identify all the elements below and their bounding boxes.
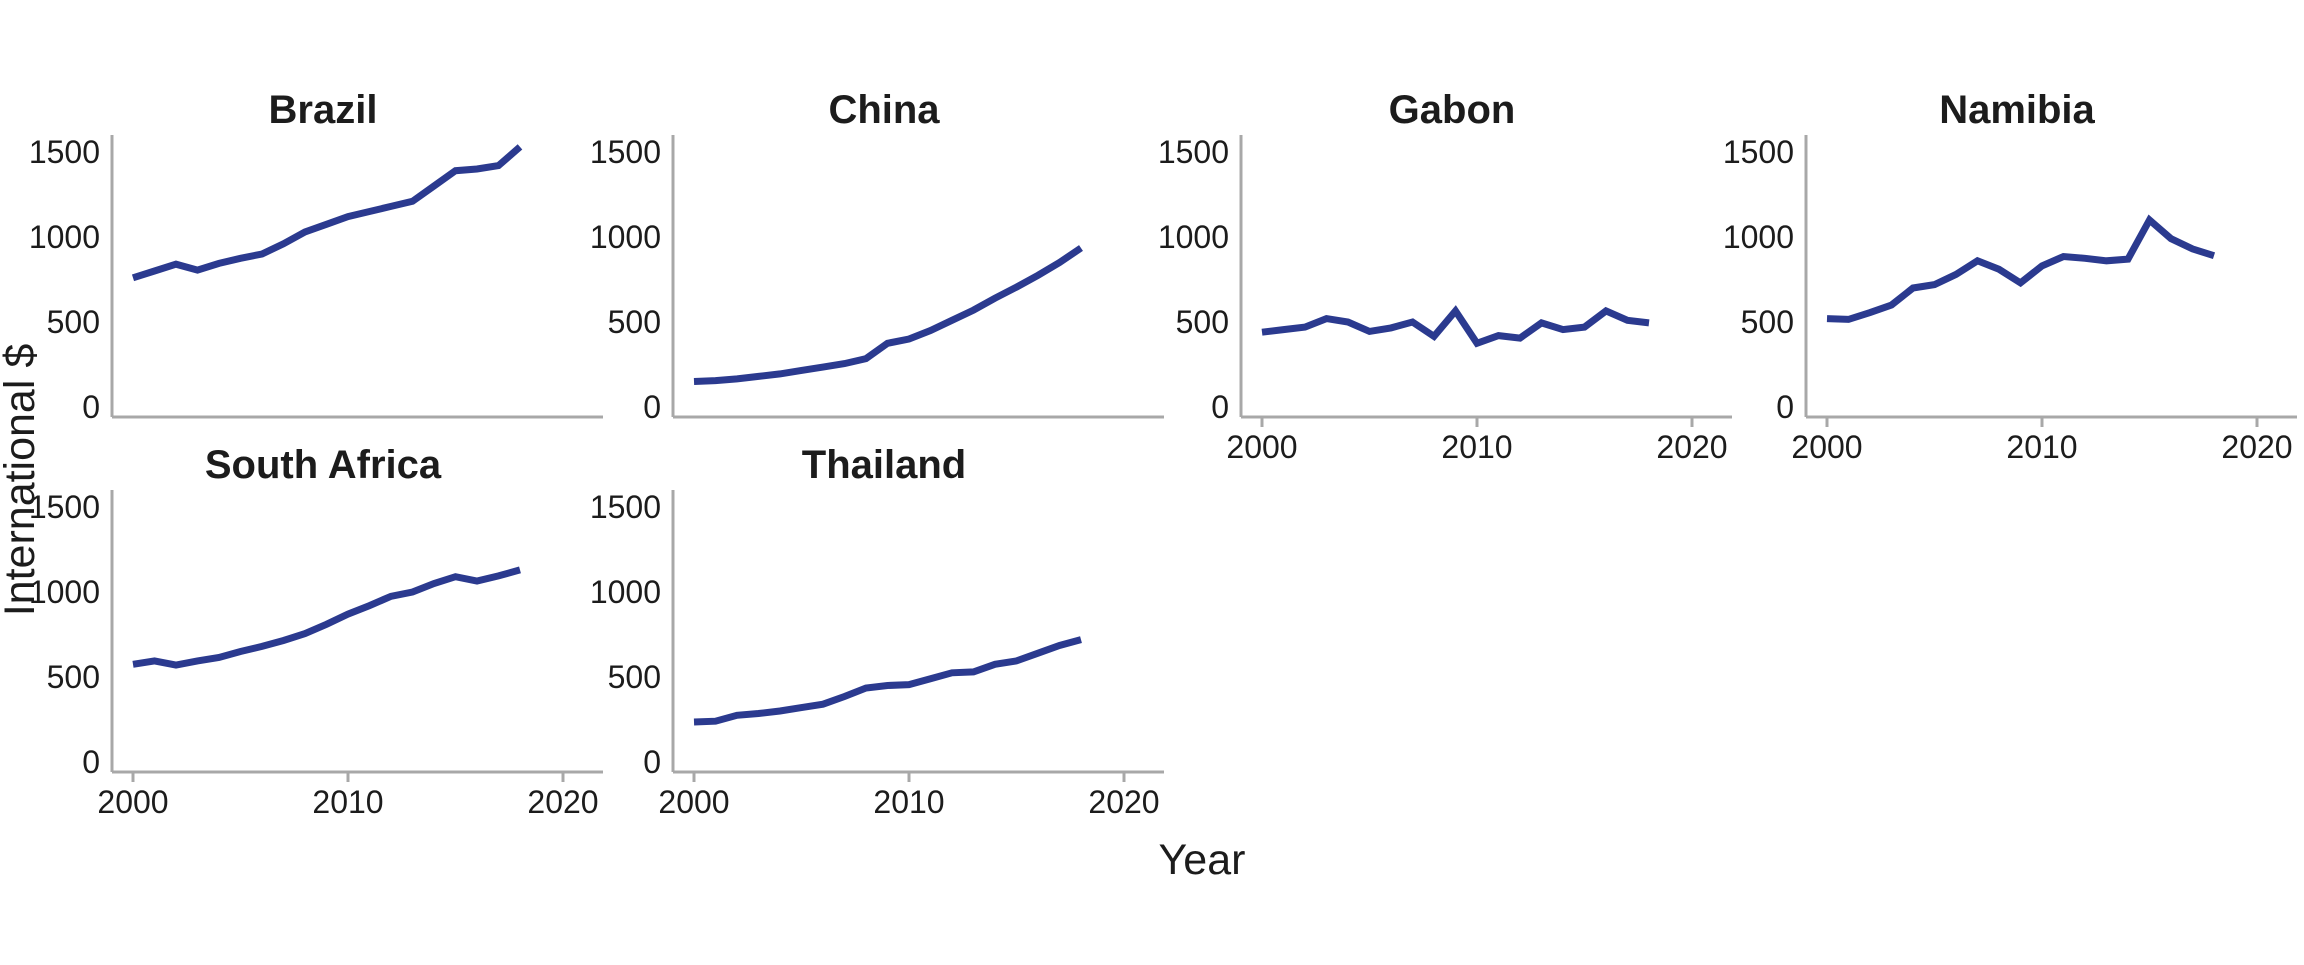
- y-tick-label: 500: [1176, 304, 1229, 340]
- x-tick-label: 2020: [2221, 429, 2292, 465]
- panel-brazil: Brazil 0 500 1000 1500: [29, 88, 603, 425]
- panel-title: Thailand: [802, 443, 966, 487]
- y-axis-label: International $: [0, 344, 44, 617]
- y-tick-label: 1000: [1723, 219, 1794, 255]
- y-tick-label: 500: [1741, 304, 1794, 340]
- panels-group: Brazil050010001500China050010001500Gabon…: [29, 88, 2297, 820]
- x-tick-label: 2000: [1226, 429, 1297, 465]
- y-tick-label: 1000: [590, 219, 661, 255]
- panel-south-africa: South Africa 0 500 1000 1500 2000 2010 2020: [29, 443, 603, 820]
- y-tick-label: 1500: [1723, 134, 1794, 170]
- x-tick-label: 2010: [1441, 429, 1512, 465]
- panel-title: China: [828, 88, 940, 132]
- y-tick-label: 1500: [29, 489, 100, 525]
- y-tick-label: 0: [1776, 389, 1794, 425]
- data-line: [1826, 214, 2216, 323]
- y-tick-label: 1500: [590, 489, 661, 525]
- data-line: [693, 636, 1082, 726]
- data-line: [131, 144, 523, 282]
- panel-title: Namibia: [1939, 88, 2095, 132]
- y-tick-label: 1000: [590, 574, 661, 610]
- x-tick-label: 2010: [873, 784, 944, 820]
- y-tick-label: 0: [82, 744, 100, 780]
- y-tick-label: 1000: [1158, 219, 1229, 255]
- y-tick-label: 0: [1211, 389, 1229, 425]
- panel-namibia: Namibia 0 500 1000 1500 2000 2010 2020: [1723, 88, 2297, 465]
- y-tick-label: 500: [47, 659, 100, 695]
- y-tick-label: 0: [643, 744, 661, 780]
- x-tick-label: 2010: [2006, 429, 2077, 465]
- x-tick-label: 2000: [658, 784, 729, 820]
- data-line: [1261, 305, 1650, 348]
- panel-thailand: Thailand 0 500 1000 1500 2000 2010 2020: [590, 443, 1164, 820]
- panel-gabon: Gabon 0 500 1000 1500 2000 2010 2020: [1158, 88, 1732, 465]
- y-tick-label: 0: [82, 389, 100, 425]
- x-tick-label: 2000: [1791, 429, 1862, 465]
- y-tick-label: 1000: [29, 574, 100, 610]
- x-tick-label: 2020: [1656, 429, 1727, 465]
- x-tick-label: 2010: [312, 784, 383, 820]
- y-tick-label: 1500: [590, 134, 661, 170]
- y-tick-label: 500: [608, 304, 661, 340]
- y-tick-label: 0: [643, 389, 661, 425]
- panel-title: Gabon: [1389, 88, 1516, 132]
- panel-title: South Africa: [205, 443, 442, 487]
- y-tick-label: 500: [47, 304, 100, 340]
- data-line: [132, 566, 521, 669]
- y-tick-label: 500: [608, 659, 661, 695]
- panel-title: Brazil: [269, 88, 378, 132]
- y-tick-label: 1500: [1158, 134, 1229, 170]
- x-tick-label: 2000: [97, 784, 168, 820]
- panel-china: China 0 500 1000 1500: [590, 88, 1164, 425]
- x-tick-label: 2020: [527, 784, 598, 820]
- y-tick-label: 1000: [29, 219, 100, 255]
- x-tick-label: 2020: [1088, 784, 1159, 820]
- y-tick-label: 1500: [29, 134, 100, 170]
- data-line: [693, 245, 1083, 385]
- x-axis-label: Year: [1159, 836, 1246, 884]
